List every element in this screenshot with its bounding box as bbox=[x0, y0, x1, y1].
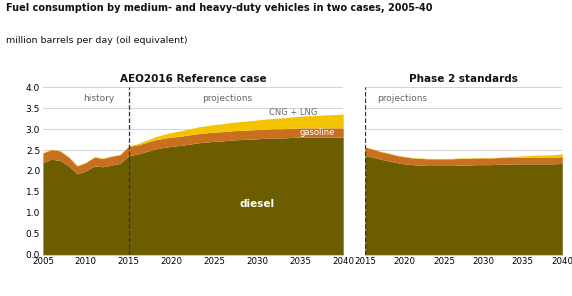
Text: gasoline: gasoline bbox=[299, 128, 335, 136]
Text: diesel: diesel bbox=[240, 200, 275, 209]
Text: history: history bbox=[83, 94, 114, 103]
Text: million barrels per day (oil equivalent): million barrels per day (oil equivalent) bbox=[6, 36, 188, 44]
Title: Phase 2 standards: Phase 2 standards bbox=[409, 74, 518, 84]
Text: CNG + LNG: CNG + LNG bbox=[269, 108, 317, 118]
Title: AEO2016 Reference case: AEO2016 Reference case bbox=[120, 74, 267, 84]
Text: projections: projections bbox=[202, 94, 252, 103]
Text: projections: projections bbox=[377, 94, 427, 103]
Text: Fuel consumption by medium- and heavy-duty vehicles in two cases, 2005-40: Fuel consumption by medium- and heavy-du… bbox=[6, 3, 432, 13]
